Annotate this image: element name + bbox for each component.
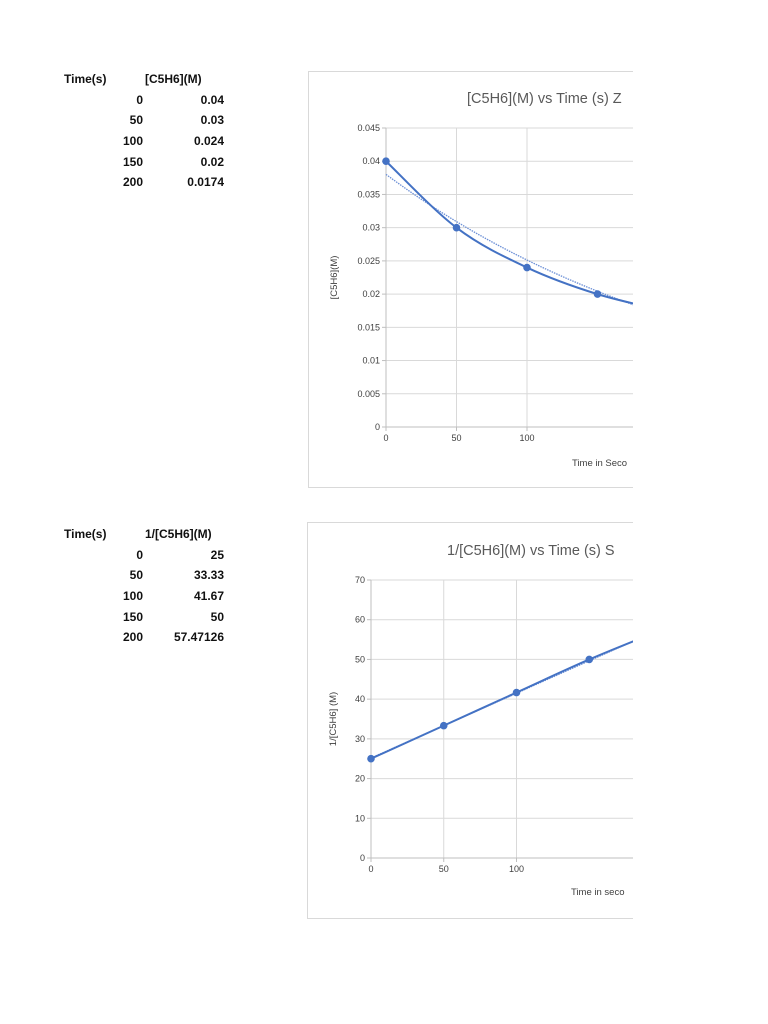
cell-time: 50 (129, 113, 143, 128)
chart-title: 1/[C5H6](M) vs Time (s) S (447, 543, 615, 559)
y-tick-label: 10 (355, 813, 365, 823)
data-point[interactable] (523, 263, 531, 272)
data-point[interactable] (585, 655, 594, 664)
y-tick-label: 0.03 (362, 223, 380, 233)
y-tick-label: 50 (355, 654, 365, 664)
x-axis-title: Time in seco (571, 887, 625, 898)
y-axis-title: 1/[C5H6] (M) (328, 692, 339, 746)
cell-time: 0 (136, 92, 143, 107)
table-row: 100 41.67 (62, 589, 232, 610)
header-inverse: 1/[C5H6](M) (145, 527, 212, 541)
series-line (385, 160, 633, 305)
cell-value: 57.47126 (173, 630, 224, 645)
table-row: 50 0.03 (62, 113, 232, 134)
y-tick-label: 0 (375, 422, 380, 432)
cell-time: 200 (122, 630, 143, 645)
cell-value: 0.0174 (187, 175, 224, 190)
table-row: 200 57.47126 (62, 630, 232, 651)
chart-concentration-vs-time[interactable]: [C5H6](M) vs Time (s) Z 0 0.005 0.01 0.015 0.… (308, 71, 633, 488)
cell-time: 100 (122, 589, 143, 604)
data-point[interactable] (382, 157, 390, 166)
data-point[interactable] (452, 223, 461, 232)
table-row: 0 0.04 (62, 93, 232, 114)
y-tick-label: 40 (355, 694, 365, 704)
table-row: 150 50 (62, 610, 232, 631)
header-concentration: [C5H6](M) (145, 72, 202, 86)
y-tick-label: 0.04 (362, 156, 380, 166)
cell-value: 41.67 (193, 589, 224, 604)
y-tick-label: 0.035 (357, 189, 380, 199)
header-time: Time(s) (64, 527, 107, 541)
y-tick-label: 0.005 (357, 389, 380, 399)
table-row: 100 0.024 (62, 134, 232, 155)
chart-inverse-vs-time[interactable]: 1/[C5H6](M) vs Time (s) S 0 10 20 30 40 50 60 70… (307, 522, 633, 919)
cell-time: 50 (129, 568, 143, 583)
table-header-row: Time(s) [C5H6](M) (62, 72, 232, 93)
cell-value: 25 (210, 547, 224, 562)
data-point[interactable] (367, 754, 375, 763)
data-point[interactable] (512, 688, 521, 697)
data-table-inverse: Time(s) 1/[C5H6](M) 0 25 50 33.33 100 41… (62, 527, 232, 651)
table-row: 50 33.33 (62, 568, 232, 589)
x-tick-label: 50 (451, 433, 461, 443)
table-row: 0 25 (62, 548, 232, 569)
cell-time: 100 (122, 134, 143, 149)
x-axis-title: Time in Seco (572, 458, 627, 469)
cell-value: 0.02 (200, 154, 224, 169)
y-tick-label: 0.015 (357, 322, 380, 332)
series-line (370, 640, 633, 760)
x-tick-label: 100 (509, 864, 524, 874)
y-tick-label: 0 (360, 853, 365, 863)
table-header-row: Time(s) 1/[C5H6](M) (62, 527, 232, 548)
y-tick-label: 70 (355, 575, 365, 585)
y-tick-label: 0.045 (357, 123, 380, 133)
data-point[interactable] (593, 290, 602, 298)
chart2-svg: 1/[C5H6](M) vs Time (s) S 0 10 20 30 40 50 60 70… (328, 543, 633, 898)
table-row: 200 0.0174 (62, 175, 232, 196)
table-row: 150 0.02 (62, 155, 232, 176)
cell-value: 0.03 (200, 113, 224, 128)
x-tick-label: 50 (439, 864, 449, 874)
y-tick-label: 0.025 (357, 256, 380, 266)
cell-value: 50 (210, 609, 224, 624)
cell-value: 0.024 (193, 134, 224, 149)
cell-time: 150 (122, 154, 143, 169)
y-axis-title: [C5H6](M) (329, 256, 340, 300)
y-tick-label: 30 (355, 734, 365, 744)
y-tick-label: 20 (355, 774, 365, 784)
cell-value: 33.33 (193, 568, 224, 583)
cell-time: 0 (136, 547, 143, 562)
chart-title: [C5H6](M) vs Time (s) Z (467, 91, 622, 107)
data-table-concentration: Time(s) [C5H6](M) 0 0.04 50 0.03 100 0.0… (62, 72, 232, 196)
y-tick-label: 60 (355, 615, 365, 625)
cell-time: 200 (122, 175, 143, 190)
y-tick-label: 0.01 (362, 356, 380, 366)
x-tick-label: 0 (383, 433, 388, 443)
cell-time: 150 (122, 609, 143, 624)
cell-value: 0.04 (200, 92, 224, 107)
chart1-svg: [C5H6](M) vs Time (s) Z 0 0.005 0.01 0.015 0.… (329, 91, 633, 469)
header-time: Time(s) (64, 72, 107, 86)
x-tick-label: 100 (519, 433, 534, 443)
x-tick-label: 0 (368, 864, 373, 874)
y-tick-label: 0.02 (362, 289, 380, 299)
data-point[interactable] (439, 721, 448, 730)
